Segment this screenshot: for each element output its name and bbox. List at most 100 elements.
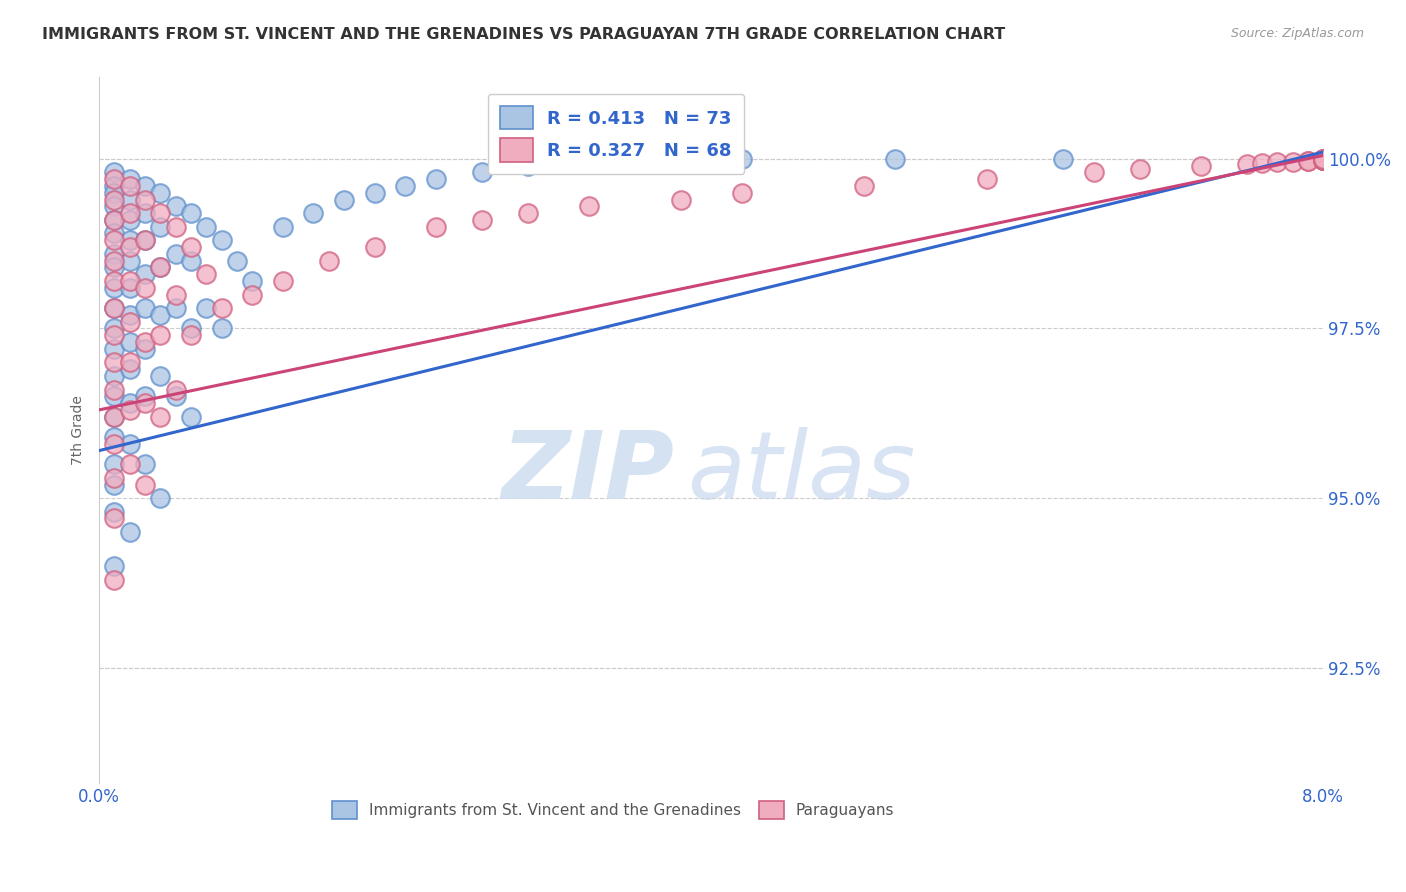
Point xyxy=(103,409,125,424)
Point xyxy=(103,193,125,207)
Point xyxy=(669,152,692,166)
Point xyxy=(103,471,125,485)
Text: atlas: atlas xyxy=(686,427,915,518)
Point xyxy=(118,403,141,417)
Point xyxy=(471,165,494,179)
Point xyxy=(134,206,156,220)
Point xyxy=(883,152,905,166)
Point xyxy=(225,253,247,268)
Point xyxy=(425,172,447,186)
Point xyxy=(425,219,447,234)
Point xyxy=(118,334,141,349)
Point xyxy=(103,253,125,268)
Point xyxy=(1236,157,1258,171)
Point xyxy=(134,233,156,247)
Point xyxy=(165,383,187,397)
Point xyxy=(103,437,125,451)
Point xyxy=(271,219,294,234)
Point xyxy=(165,219,187,234)
Point xyxy=(731,186,754,200)
Point xyxy=(240,287,263,301)
Point xyxy=(118,315,141,329)
Point xyxy=(118,362,141,376)
Point xyxy=(149,260,172,275)
Point xyxy=(118,355,141,369)
Point xyxy=(578,199,600,213)
Point xyxy=(180,328,202,343)
Point xyxy=(103,505,125,519)
Point xyxy=(180,240,202,254)
Point xyxy=(195,219,218,234)
Point xyxy=(1083,165,1105,179)
Point xyxy=(1312,153,1334,168)
Point xyxy=(731,152,754,166)
Point xyxy=(333,193,356,207)
Point xyxy=(103,328,125,343)
Point xyxy=(211,321,233,335)
Point xyxy=(180,321,202,335)
Point xyxy=(103,172,125,186)
Point xyxy=(103,573,125,587)
Point xyxy=(103,227,125,241)
Point xyxy=(103,457,125,471)
Point xyxy=(134,477,156,491)
Legend: Immigrants from St. Vincent and the Grenadines, Paraguayans: Immigrants from St. Vincent and the Gren… xyxy=(326,795,900,825)
Point xyxy=(103,301,125,315)
Point xyxy=(118,281,141,295)
Point xyxy=(149,368,172,383)
Point xyxy=(134,334,156,349)
Point xyxy=(240,274,263,288)
Point xyxy=(165,287,187,301)
Point xyxy=(1312,152,1334,166)
Point xyxy=(1296,153,1319,168)
Point xyxy=(394,179,416,194)
Point xyxy=(516,159,538,173)
Point xyxy=(103,301,125,315)
Point xyxy=(165,301,187,315)
Point xyxy=(211,301,233,315)
Point xyxy=(103,368,125,383)
Point xyxy=(103,213,125,227)
Point xyxy=(149,409,172,424)
Point xyxy=(134,457,156,471)
Point xyxy=(103,558,125,573)
Point xyxy=(134,233,156,247)
Point xyxy=(1265,155,1288,169)
Point xyxy=(103,233,125,247)
Point xyxy=(118,206,141,220)
Point xyxy=(134,396,156,410)
Point xyxy=(853,179,876,194)
Point xyxy=(165,389,187,403)
Point xyxy=(1251,156,1274,170)
Point xyxy=(165,199,187,213)
Point xyxy=(118,233,141,247)
Point xyxy=(318,253,340,268)
Point xyxy=(363,186,385,200)
Point xyxy=(103,247,125,261)
Point xyxy=(103,260,125,275)
Point xyxy=(103,281,125,295)
Point xyxy=(149,491,172,505)
Point xyxy=(1312,152,1334,166)
Point xyxy=(149,186,172,200)
Point xyxy=(103,165,125,179)
Point xyxy=(103,409,125,424)
Point xyxy=(149,219,172,234)
Point xyxy=(103,186,125,200)
Point xyxy=(149,308,172,322)
Point xyxy=(118,396,141,410)
Point xyxy=(1312,153,1334,167)
Point xyxy=(976,172,998,186)
Point xyxy=(669,193,692,207)
Point xyxy=(180,409,202,424)
Point xyxy=(578,152,600,166)
Point xyxy=(118,213,141,227)
Text: ZIP: ZIP xyxy=(502,426,675,518)
Point xyxy=(1281,154,1303,169)
Point xyxy=(118,253,141,268)
Point xyxy=(103,274,125,288)
Point xyxy=(180,253,202,268)
Point xyxy=(180,206,202,220)
Point xyxy=(195,267,218,281)
Point xyxy=(134,389,156,403)
